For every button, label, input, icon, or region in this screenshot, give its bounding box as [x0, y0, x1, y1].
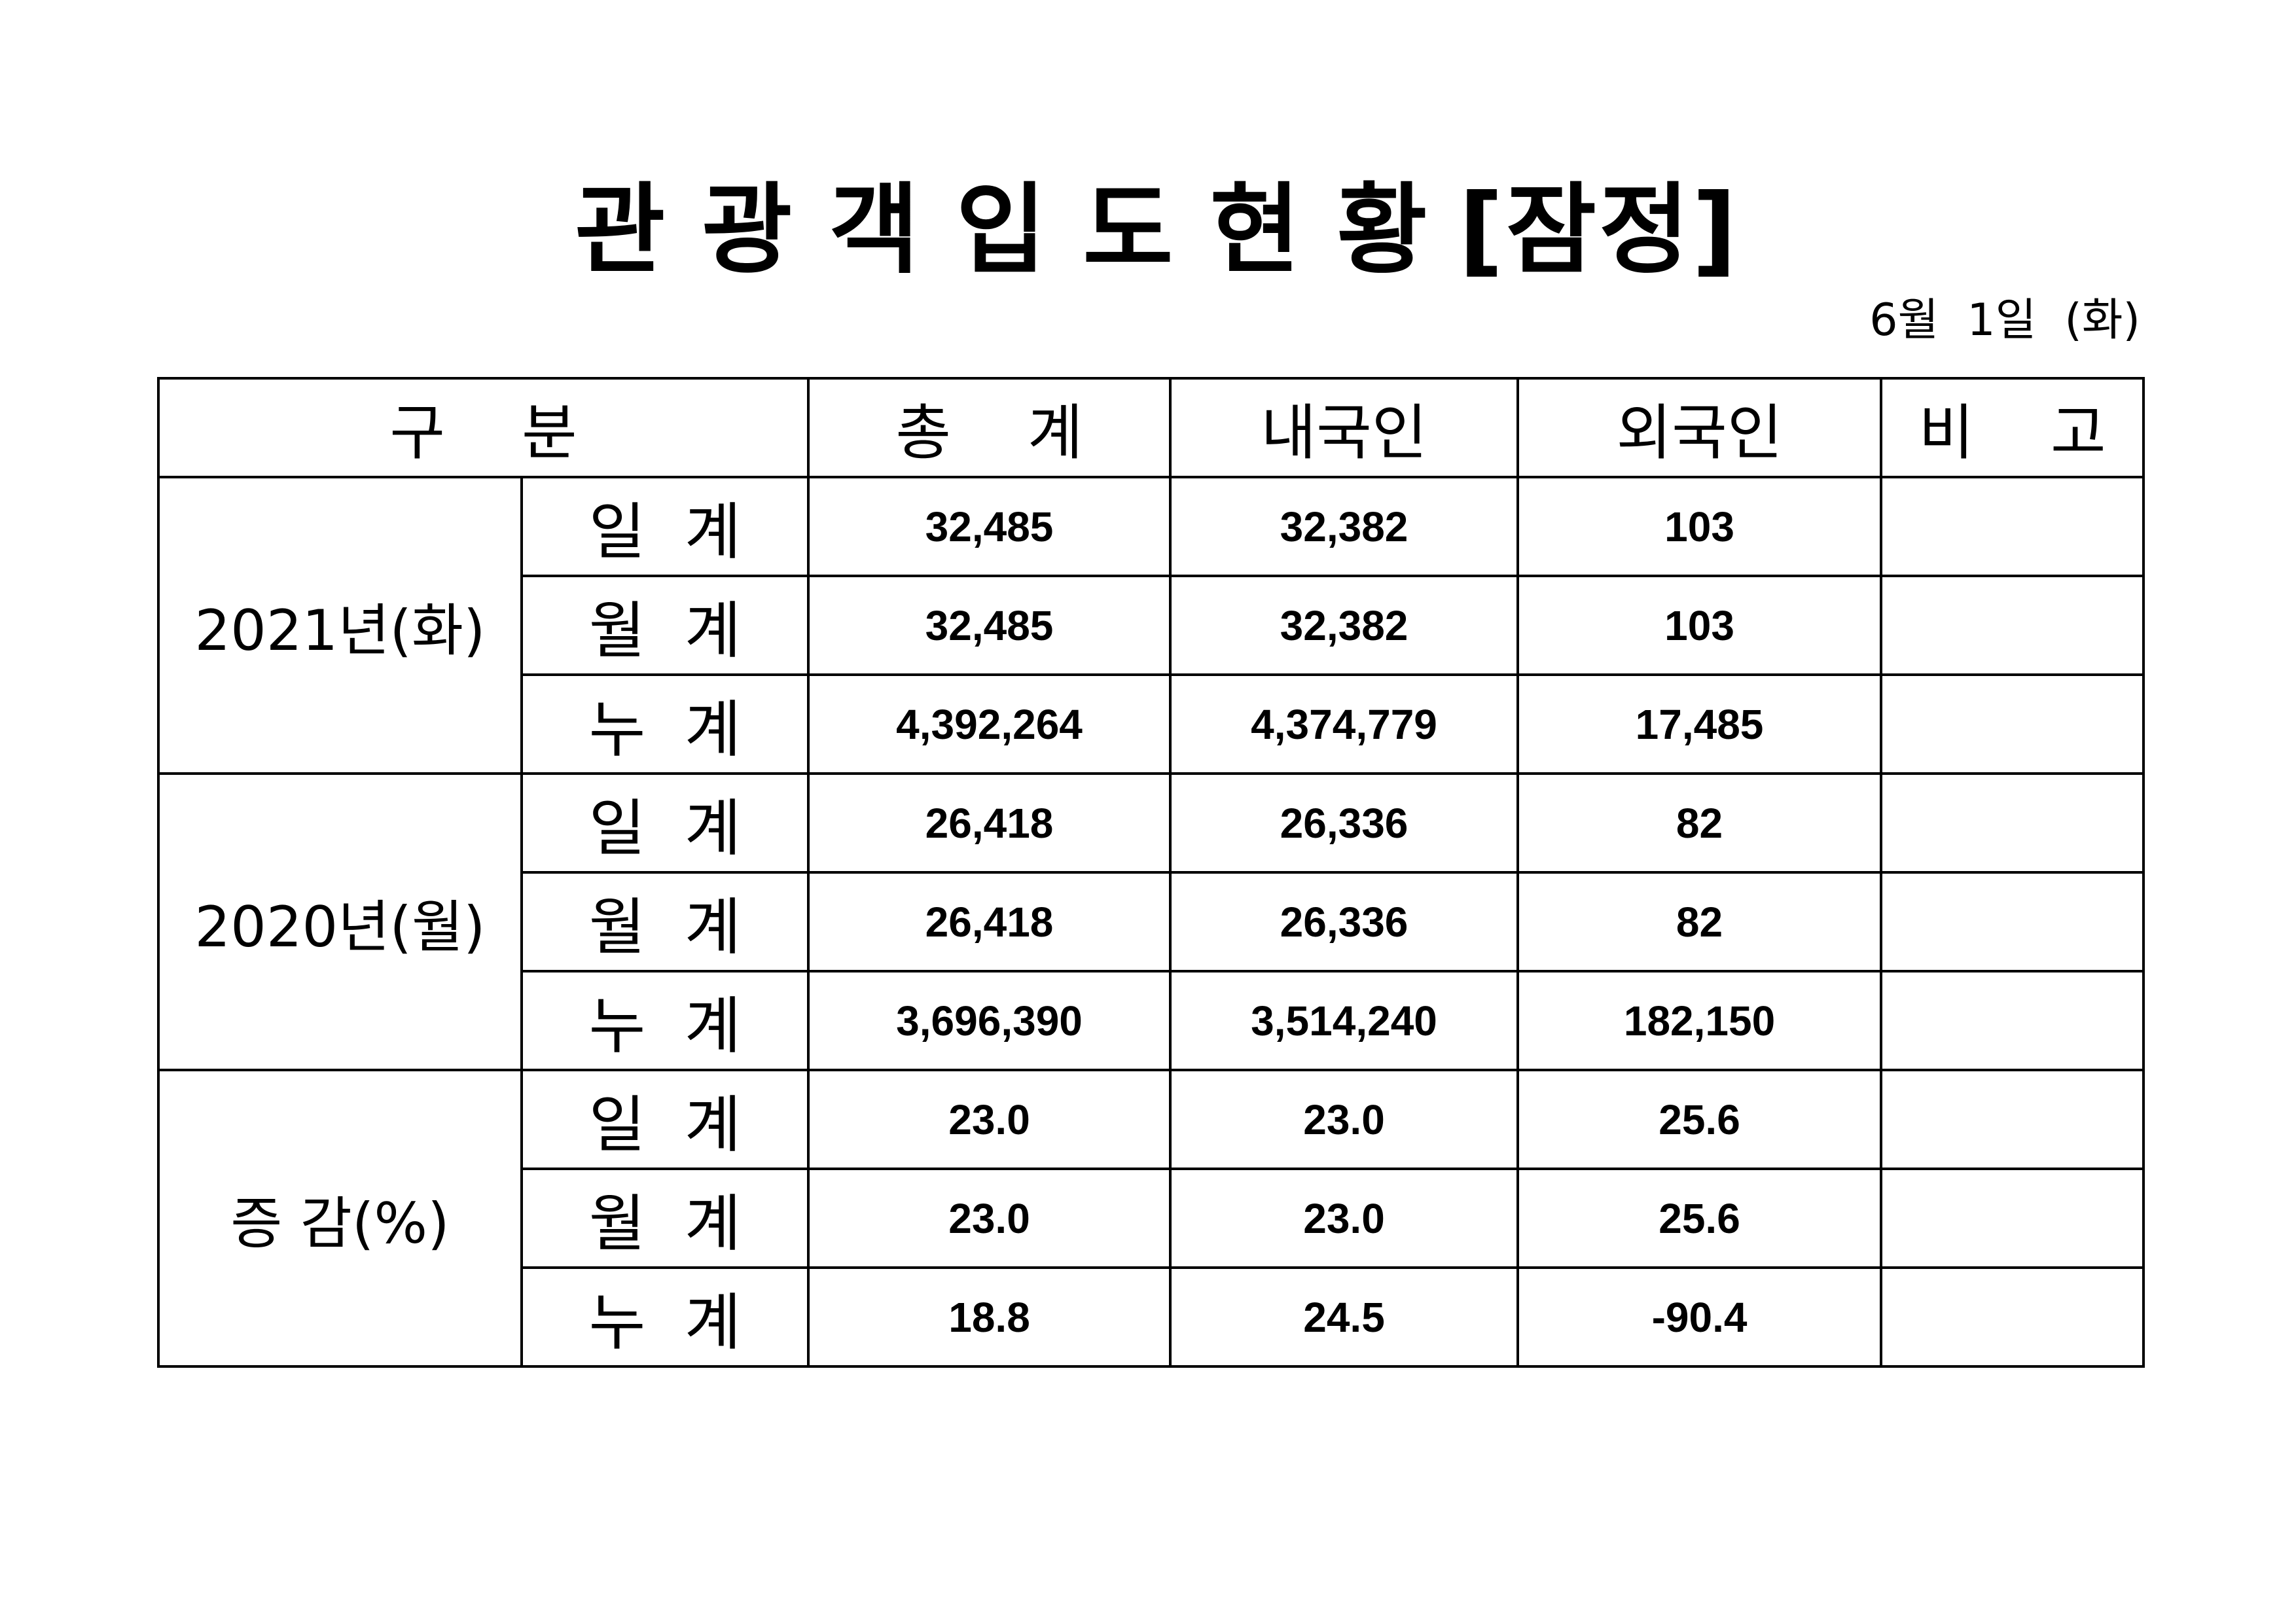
- cell-domestic: 23.0: [1169, 1168, 1520, 1269]
- header-remarks: 비 고: [1880, 377, 2145, 478]
- cell-foreign: 103: [1516, 575, 1883, 676]
- cell-domestic: 26,336: [1169, 772, 1520, 874]
- title-char: 관: [575, 173, 666, 287]
- cell-remarks: [1880, 772, 2145, 874]
- table-row: 월 계 26,418 26,336 82: [158, 871, 2145, 972]
- cell-foreign: 17,485: [1516, 673, 1883, 775]
- cell-remarks: [1880, 1069, 2145, 1170]
- cell-remarks: [1880, 575, 2145, 676]
- cell-total: 4,392,264: [807, 673, 1172, 775]
- table-row: 누 계 4,392,264 4,374,779 17,485: [158, 673, 2145, 775]
- title-char: 객: [829, 173, 920, 287]
- cell-foreign: -90.4: [1516, 1266, 1883, 1368]
- cell-foreign: 103: [1516, 476, 1883, 577]
- title-char: 도: [1083, 173, 1174, 287]
- table-row: 누 계 18.8 24.5 -90.4: [158, 1266, 2145, 1368]
- row-label: 누 계: [520, 1266, 810, 1368]
- page-title: 관 광 객 입 도 현 황 [잠정]: [0, 171, 2296, 289]
- cell-remarks: [1880, 673, 2145, 775]
- table-row: 2020년(월) 일 계 26,418 26,336 82: [157, 772, 2145, 1071]
- row-label: 누 계: [520, 970, 810, 1071]
- title-suffix: [잠정]: [1458, 173, 1740, 287]
- cell-foreign: 25.6: [1516, 1168, 1883, 1269]
- table-row: 월 계 23.0 23.0 25.6: [158, 1168, 2145, 1269]
- visitor-stats-table: 구 분 총 계 내국인 외국인 비 고 2021년(화) 일 계 32,485 …: [156, 377, 2145, 1368]
- cell-remarks: [1880, 1168, 2145, 1269]
- table-row: 2021년(화) 일 계 32,485 32,382 103: [157, 476, 2145, 775]
- row-label: 일 계: [520, 1069, 810, 1170]
- cell-remarks: [1880, 970, 2145, 1071]
- table-row: 월 계 32,485 32,382 103: [158, 575, 2145, 676]
- cell-domestic: 24.5: [1169, 1266, 1520, 1368]
- title-char: 광: [702, 173, 793, 287]
- row-label: 월 계: [520, 1168, 810, 1269]
- cell-total: 23.0: [807, 1069, 1172, 1170]
- group-label: 2020년(월): [157, 772, 523, 1071]
- cell-total: 26,418: [807, 871, 1172, 972]
- row-label: 월 계: [520, 575, 810, 676]
- cell-total: 26,418: [807, 772, 1172, 874]
- group-label: 증 감(%): [157, 1069, 523, 1368]
- cell-domestic: 32,382: [1169, 476, 1520, 577]
- report-date: 6월 1일 (화): [1869, 294, 2140, 346]
- cell-domestic: 4,374,779: [1169, 673, 1520, 775]
- cell-total: 3,696,390: [807, 970, 1172, 1071]
- cell-total: 23.0: [807, 1168, 1172, 1269]
- cell-domestic: 23.0: [1169, 1069, 1520, 1170]
- cell-foreign: 82: [1516, 772, 1883, 874]
- cell-total: 18.8: [807, 1266, 1172, 1368]
- group-label: 2021년(화): [157, 476, 523, 775]
- header-category: 구 분: [156, 377, 810, 478]
- cell-domestic: 26,336: [1169, 871, 1520, 972]
- header-total: 총 계: [807, 377, 1172, 478]
- cell-total: 32,485: [807, 575, 1172, 676]
- row-label: 일 계: [520, 772, 810, 874]
- cell-foreign: 82: [1516, 871, 1883, 972]
- cell-foreign: 182,150: [1516, 970, 1883, 1071]
- title-char: 현: [1210, 173, 1300, 287]
- cell-domestic: 3,514,240: [1169, 970, 1520, 1071]
- row-label: 누 계: [520, 673, 810, 775]
- title-char: 황: [1336, 173, 1427, 287]
- title-char: 입: [956, 173, 1047, 287]
- row-label: 월 계: [520, 871, 810, 972]
- cell-foreign: 25.6: [1516, 1069, 1883, 1170]
- cell-remarks: [1880, 871, 2145, 972]
- cell-total: 32,485: [807, 476, 1172, 577]
- cell-remarks: [1880, 1266, 2145, 1368]
- table-row: 증 감(%) 일 계 23.0 23.0 25.6: [157, 1069, 2145, 1368]
- cell-remarks: [1880, 476, 2145, 577]
- table-header-row: 구 분 총 계 내국인 외국인 비 고: [156, 377, 2145, 478]
- cell-domestic: 32,382: [1169, 575, 1520, 676]
- row-label: 일 계: [520, 476, 810, 577]
- table-row: 누 계 3,696,390 3,514,240 182,150: [158, 970, 2145, 1071]
- header-foreign: 외국인: [1516, 377, 1883, 478]
- header-domestic: 내국인: [1169, 377, 1520, 478]
